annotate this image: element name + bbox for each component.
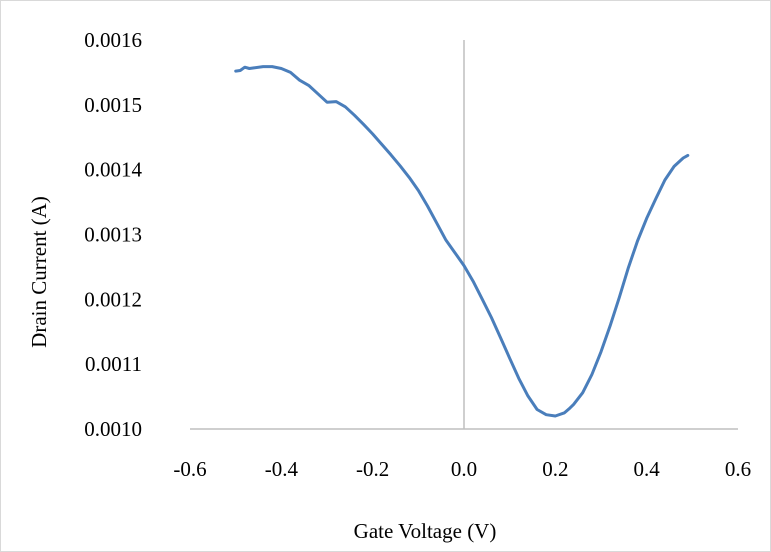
- x-tick-label: -0.2: [356, 457, 389, 481]
- y-axis-title: Drain Current (A): [27, 196, 51, 348]
- y-tick-label: 0.0010: [84, 417, 142, 441]
- y-tick-label: 0.0013: [84, 223, 142, 247]
- x-tick-label: 0.2: [542, 457, 568, 481]
- y-tick-label: 0.0014: [84, 158, 142, 182]
- x-tick-label: -0.4: [265, 457, 299, 481]
- x-tick-labels: -0.6 -0.4 -0.2 0.0 0.2 0.4 0.6: [173, 457, 751, 481]
- y-tick-label: 0.0011: [85, 352, 142, 376]
- y-tick-label: 0.0016: [84, 28, 142, 52]
- y-tick-label: 0.0015: [84, 93, 142, 117]
- x-tick-label: 0.4: [634, 457, 661, 481]
- series-layer: [234, 65, 690, 418]
- x-axis-title: Gate Voltage (V): [354, 519, 497, 543]
- x-tick-label: 0.6: [725, 457, 751, 481]
- x-tick-label: 0.0: [451, 457, 477, 481]
- x-tick-label: -0.6: [173, 457, 206, 481]
- axes: [190, 40, 738, 430]
- y-tick-labels: 0.0010 0.0011 0.0012 0.0013 0.0014 0.0015 0.00…: [84, 28, 142, 441]
- series-line: [234, 65, 690, 418]
- y-tick-label: 0.0012: [84, 287, 142, 311]
